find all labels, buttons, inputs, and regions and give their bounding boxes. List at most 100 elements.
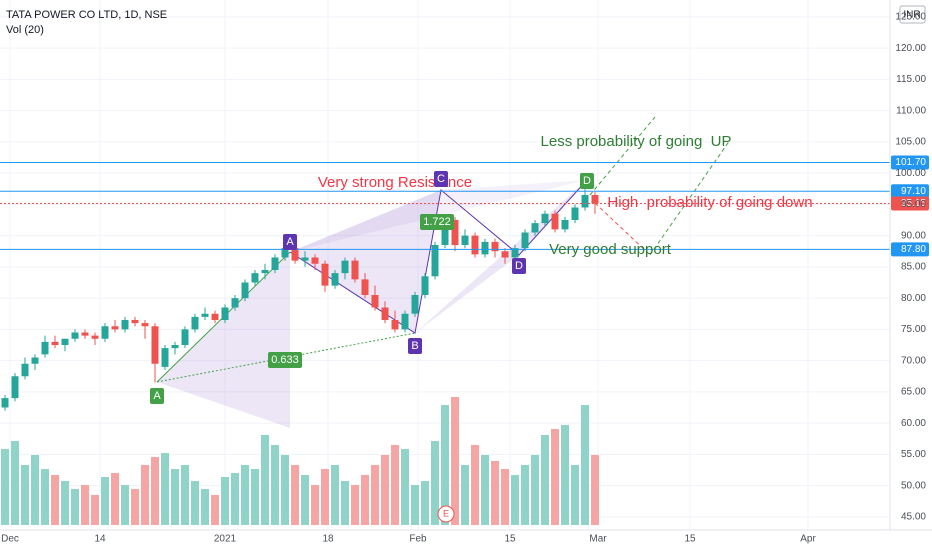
candle-body [161,348,169,367]
candle-body [101,326,109,339]
candle-body [311,257,319,264]
y-tick-label: 110.00 [896,105,926,116]
volume-bar [491,461,499,525]
pattern-label: D [583,175,591,187]
volume-bar [351,485,359,525]
candle-body [41,341,49,355]
candle-body [401,313,409,330]
volume-bar [121,485,129,525]
y-tick-label: 85.00 [901,262,926,273]
x-tick-label: 15 [504,534,516,545]
volume-bar [431,441,439,525]
candle-body [431,245,439,277]
candle-body [341,260,349,274]
candle-body [321,263,329,286]
pattern-label: B [411,340,418,352]
arrow-up [589,116,656,196]
earnings-label: E [443,508,449,518]
candle-body [61,338,69,345]
candle-body [271,257,279,270]
volume-bar [521,465,529,525]
x-tick-label: Apr [800,534,816,545]
level-tag [891,155,929,170]
volume-bar [461,465,469,525]
volume-bar [301,475,309,525]
volume-bar [131,489,139,525]
candle-body [301,257,309,261]
volume-bar [591,455,599,525]
y-tick-label: 80.00 [901,293,926,304]
candle-body [461,235,469,245]
x-tick-label: 2021 [214,534,237,545]
volume-bar [541,435,549,525]
volume-bar [71,489,79,525]
volume-bar [381,455,389,525]
volume-bar [61,481,69,525]
pattern-label: A [286,236,294,248]
volume-bar [191,481,199,525]
y-tick-label: 45.00 [901,512,926,523]
y-tick-label: 90.00 [901,230,926,241]
pattern-label: D [515,260,523,272]
volume-bar [321,469,329,525]
candle-body [581,195,589,208]
annotation: High probability of going down [607,194,812,211]
candle-body [371,295,379,308]
earnings-marker [437,505,455,523]
candle-body [591,195,599,204]
pattern-label-box [420,214,454,230]
volume-bar [401,449,409,525]
volume-label: Vol (20) [6,24,44,36]
volume-bar [571,465,579,525]
level-tag [891,242,929,257]
candle-body [501,251,509,258]
pattern-triangle [290,190,441,333]
candle-body [291,248,299,261]
x-tick-label: 14 [94,534,106,545]
volume-bar [111,473,119,525]
volume-bar [311,485,319,525]
candle-body [391,320,399,330]
volume-bar [81,485,89,525]
volume-bar [481,455,489,525]
x-tick-label: 15 [684,534,696,545]
candle-body [491,241,499,252]
volume-bar [11,441,19,525]
volume-bar [391,445,399,525]
volume-bar [181,465,189,525]
volume-bar [331,465,339,525]
candle-body [81,332,89,336]
candle-body [541,213,549,224]
volume-bar [101,477,109,525]
pattern-label-box [268,352,302,368]
level-label: 87.80 [901,244,926,255]
pattern-label: A [153,390,161,402]
volume-bar [441,405,449,525]
y-tick-label: 60.00 [901,418,926,429]
volume-bar [21,465,29,525]
volume-bar [151,457,159,525]
candle-body [571,207,579,220]
pattern-label-box [283,234,297,250]
candle-body [411,295,419,314]
volume-bar [341,481,349,525]
candle-body [1,398,9,408]
y-tick-label: 105.00 [895,137,926,148]
volume-bar [581,405,589,525]
y-tick-label: 115.00 [896,74,926,85]
candle-body [261,270,269,274]
y-tick-label: 125.00 [895,12,926,23]
chart-title: TATA POWER CO LTD, 1D, NSE [6,9,167,21]
currency-box [899,5,926,24]
volume-bar [141,465,149,525]
volume-bar [551,429,559,525]
candle-body [151,326,159,364]
volume-bar [261,435,269,525]
candle-body [121,320,129,330]
volume-bar [231,473,239,525]
annotation: Very strong Resistance [318,174,472,191]
candle-body [21,363,29,377]
volume-bar [31,455,39,525]
candle-body [481,241,489,255]
